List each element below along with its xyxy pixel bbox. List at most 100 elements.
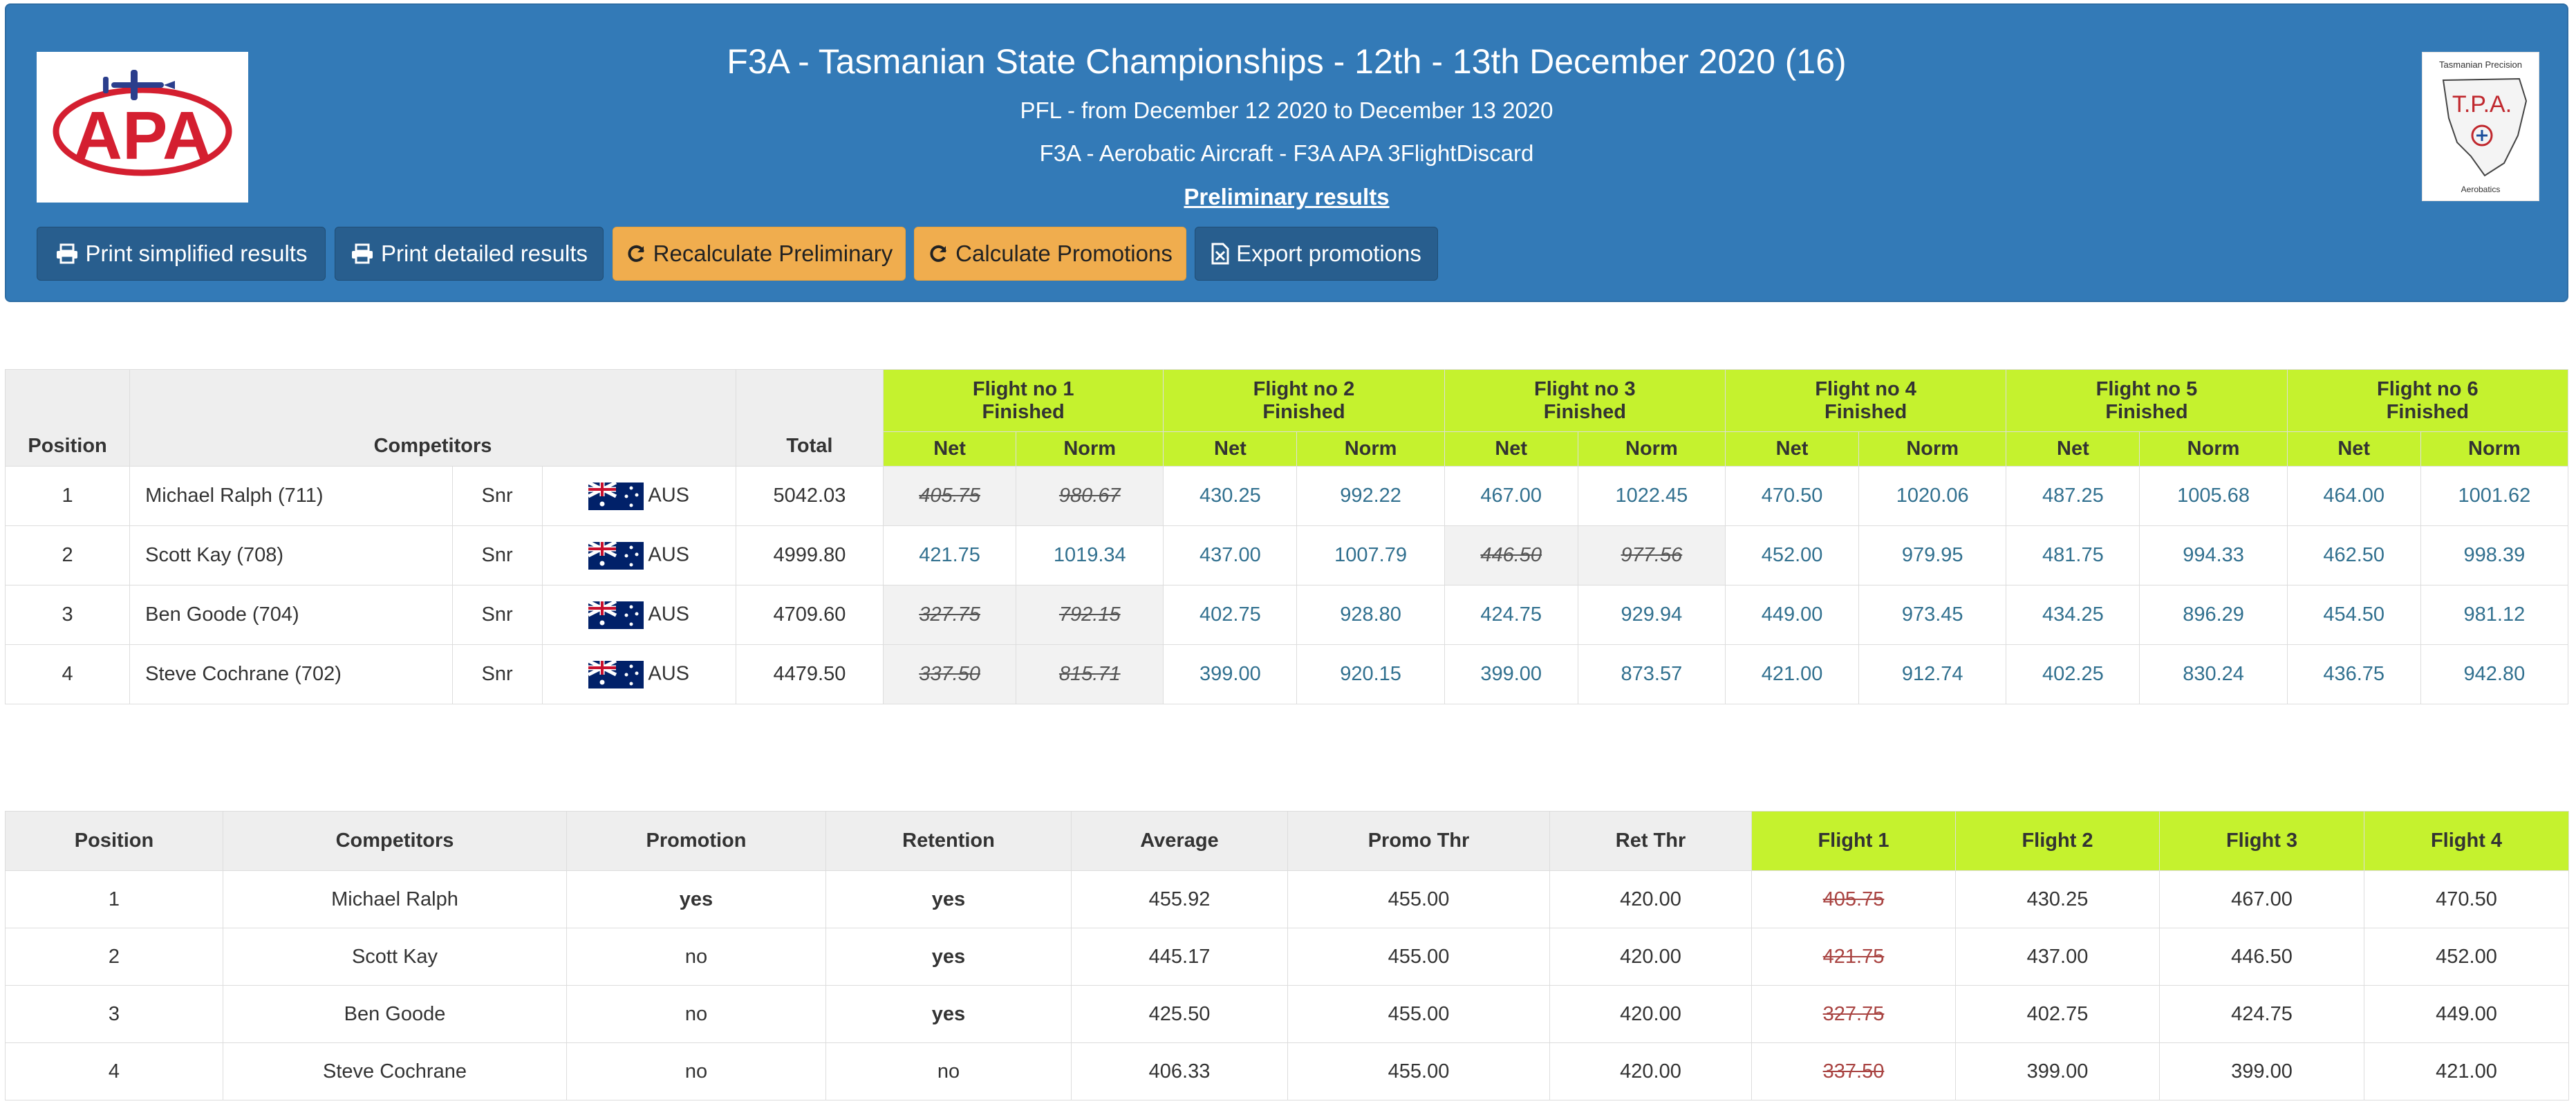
net-header: Net — [1444, 431, 1578, 467]
promotion-cell: Michael Ralph — [223, 870, 567, 928]
preliminary-results-link[interactable]: Preliminary results — [1184, 184, 1390, 209]
flight-header: Flight no 5 Finished — [2006, 369, 2288, 432]
class-cell: Snr — [451, 585, 543, 645]
position-cell: 4 — [4, 644, 131, 704]
country-cell: AUS — [541, 585, 736, 645]
event-dates: PFL - from December 12 2020 to December … — [1020, 97, 1553, 123]
net-score: 337.50 — [882, 644, 1017, 704]
page-title: F3A - Tasmanian State Championships - 12… — [727, 42, 1847, 81]
competitor-name: Steve Cochrane (702) — [129, 644, 453, 704]
print-simplified-button[interactable]: Print simplified results — [37, 227, 326, 281]
promo-col-header: Average — [1071, 811, 1288, 871]
net-score: 421.00 — [1724, 644, 1860, 704]
class-cell: Snr — [451, 644, 543, 704]
promotion-cell: 420.00 — [1549, 985, 1752, 1043]
results-row: 3 Ben Goode (704) Snr AUS 4709.60 327.75 792.1… — [4, 585, 2569, 645]
net-score: 464.00 — [2286, 466, 2421, 526]
position-cell: 3 — [4, 585, 131, 645]
promotion-cell: 327.75 — [1751, 985, 1956, 1043]
promotion-cell: 4 — [5, 1042, 223, 1100]
recalculate-label: Recalculate Preliminary — [653, 241, 893, 266]
event-class: F3A - Aerobatic Aircraft - F3A APA 3Flig… — [1039, 140, 1534, 166]
results-row: 2 Scott Kay (708) Snr AUS 4999.80 421.75 1019.… — [4, 525, 2569, 585]
net-score: 421.75 — [882, 525, 1017, 585]
net-score: 452.00 — [1724, 525, 1860, 585]
net-header: Net — [882, 431, 1017, 467]
refresh-icon — [930, 245, 947, 262]
promo-col-header: Promotion — [566, 811, 826, 871]
norm-score: 1001.62 — [2420, 466, 2569, 526]
net-score: 327.75 — [882, 585, 1017, 645]
competitor-name: Ben Goode (704) — [129, 585, 453, 645]
competitor-name: Scott Kay (708) — [129, 525, 453, 585]
svg-text:T.P.A.: T.P.A. — [2452, 91, 2512, 118]
results-row: 1 Michael Ralph (711) Snr AUS 5042.03 405.75 9… — [4, 466, 2569, 526]
svg-text:Aerobatics: Aerobatics — [2461, 185, 2501, 194]
promotion-row: 1 Michael Ralph yes yes 455.92 455.00 420.00 40… — [5, 870, 2569, 928]
printer-icon — [56, 243, 77, 264]
net-score: 487.25 — [2006, 466, 2140, 526]
promotion-cell: 425.50 — [1071, 985, 1288, 1043]
flight-header: Flight no 2 Finished — [1163, 369, 1445, 432]
norm-header: Norm — [1016, 431, 1164, 467]
promotion-cell: yes — [566, 870, 826, 928]
net-header: Net — [1724, 431, 1860, 467]
promotion-cell: 455.00 — [1287, 928, 1550, 986]
promotion-cell: 2 — [5, 928, 223, 986]
promotion-cell: 446.50 — [2159, 928, 2364, 986]
promotion-cell: 406.33 — [1071, 1042, 1288, 1100]
results-table: Position Competitors Total Flight no 1 Fi… — [4, 369, 2569, 704]
total-cell: 4709.60 — [735, 585, 884, 645]
australia-flag-icon — [588, 541, 644, 570]
total-cell: 4479.50 — [735, 644, 884, 704]
promotion-cell: no — [566, 928, 826, 986]
promotion-cell: 455.00 — [1287, 985, 1550, 1043]
promotion-cell: 421.75 — [1751, 928, 1956, 986]
norm-score: 973.45 — [1858, 585, 2007, 645]
promotion-cell: 399.00 — [2159, 1042, 2364, 1100]
norm-header: Norm — [1296, 431, 1445, 467]
flight-header: Flight no 3 Finished — [1444, 369, 1726, 432]
norm-score: 1019.34 — [1016, 525, 1164, 585]
norm-score: 815.71 — [1016, 644, 1164, 704]
net-score: 434.25 — [2006, 585, 2140, 645]
country-cell: AUS — [541, 644, 736, 704]
promotion-cell: Ben Goode — [223, 985, 567, 1043]
promo-col-header: Competitors — [223, 811, 567, 871]
country-code: AUS — [648, 543, 690, 566]
country-code: AUS — [648, 603, 690, 626]
promo-col-header: Retention — [825, 811, 1072, 871]
promotion-cell: 470.50 — [2364, 870, 2569, 928]
promo-col-header: Flight 3 — [2159, 811, 2364, 871]
excel-file-icon — [1211, 243, 1229, 265]
norm-score: 980.67 — [1016, 466, 1164, 526]
refresh-icon — [628, 245, 644, 262]
results-row: 4 Steve Cochrane (702) Snr AUS 4479.50 337.50… — [4, 644, 2569, 704]
promotion-row: 4 Steve Cochrane no no 406.33 455.00 420.00 337… — [5, 1042, 2569, 1100]
norm-header: Norm — [1577, 431, 1726, 467]
promotion-cell: 420.00 — [1549, 928, 1752, 986]
export-promotions-button[interactable]: Export promotions — [1195, 227, 1438, 281]
promotion-row: 2 Scott Kay no yes 445.17 455.00 420.00 421.75 4… — [5, 928, 2569, 986]
calculate-promotions-button[interactable]: Calculate Promotions — [914, 227, 1186, 281]
total-cell: 5042.03 — [735, 466, 884, 526]
col-position: Position — [4, 369, 131, 467]
print-simplified-label: Print simplified results — [85, 241, 308, 266]
competitor-name: Michael Ralph (711) — [129, 466, 453, 526]
promotion-cell: 445.17 — [1071, 928, 1288, 986]
flight-header: Flight no 4 Finished — [1724, 369, 2007, 432]
apa-logo: APA — [37, 52, 248, 203]
promotion-cell: 467.00 — [2159, 870, 2364, 928]
norm-score: 830.24 — [2139, 644, 2288, 704]
promotions-table: Position Competitors Promotion Retention Ave… — [5, 811, 2569, 1100]
net-score: 481.75 — [2006, 525, 2140, 585]
country-cell: AUS — [541, 466, 736, 526]
col-competitors: Competitors — [129, 369, 736, 467]
norm-score: 873.57 — [1577, 644, 1726, 704]
promotion-cell: Scott Kay — [223, 928, 567, 986]
recalculate-preliminary-button[interactable]: Recalculate Preliminary — [613, 227, 906, 281]
print-detailed-button[interactable]: Print detailed results — [335, 227, 604, 281]
norm-score: 912.74 — [1858, 644, 2007, 704]
flight-header: Flight no 1 Finished — [882, 369, 1164, 432]
norm-score: 979.95 — [1858, 525, 2007, 585]
